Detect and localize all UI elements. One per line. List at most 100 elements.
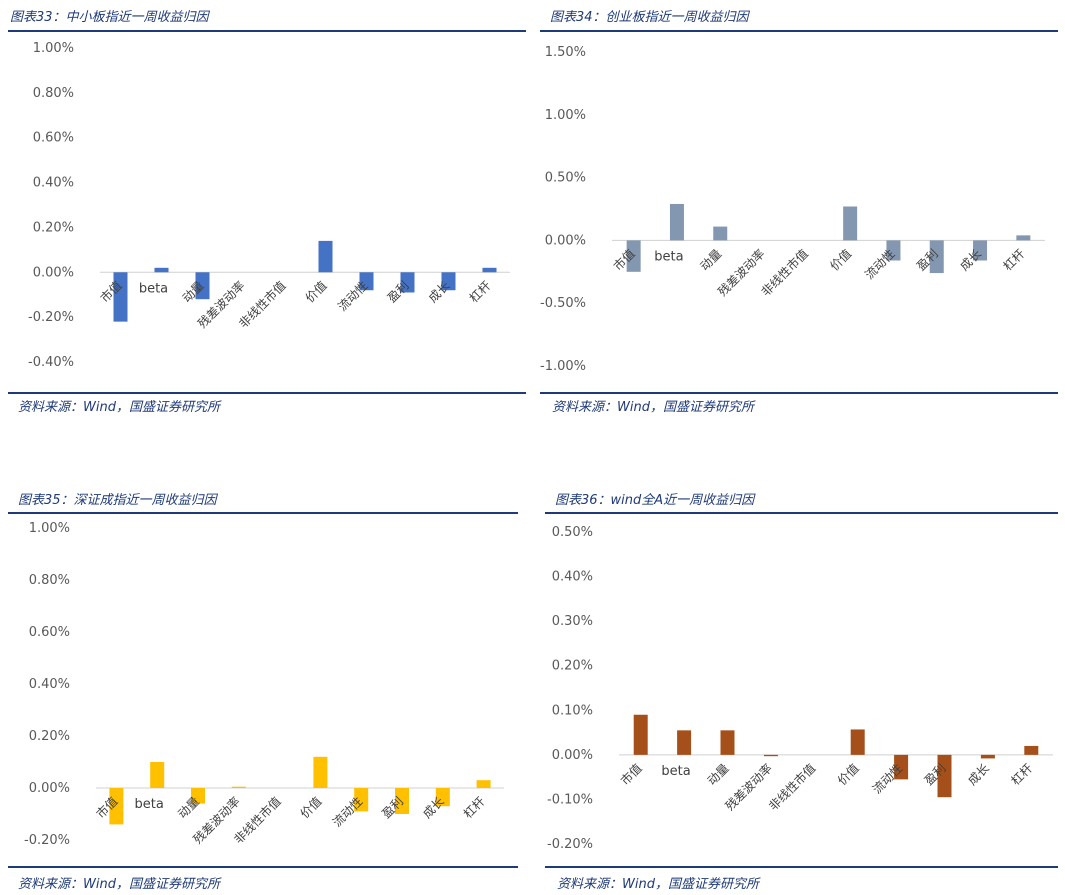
bar (154, 267, 169, 273)
y-tick-label: 0.10% (552, 703, 593, 718)
y-tick-label: 0.60% (29, 625, 70, 640)
y-tick-label: -0.40% (28, 355, 74, 370)
title-rule (8, 512, 518, 514)
bar (354, 788, 369, 812)
bar (318, 240, 333, 273)
chart-title: 图表36：wind全A近一周收益归因 (555, 493, 755, 508)
bar (435, 788, 450, 807)
chart-panel-3: 图表35：深证成指近一周收益归因 -0.20% 0.00% 0.20% 0.40% 0.… (8, 484, 518, 895)
y-tick-label: -0.20% (24, 833, 70, 848)
chart-plot: -0.40% -0.20% 0.00% 0.20% 0.40% 0.60% 0.80% 1.0… (28, 41, 510, 370)
y-tick-label: 0.30% (552, 614, 593, 629)
chart-title: 图表34：创业板指近一周收益归因 (550, 10, 749, 25)
bar (313, 756, 328, 788)
chart-panel-1: 图表33：中小板指近一周收益归因 -0.40% -0.20% 0.00% 0.20% 0… (8, 0, 526, 420)
source-rule (545, 866, 1058, 868)
chart-title: 图表35：深证成指近一周收益归因 (18, 493, 217, 508)
y-tick-label: 0.00% (552, 748, 593, 763)
bar (894, 754, 909, 780)
y-tick-label: -0.20% (547, 837, 593, 852)
x-tick-label: beta (135, 797, 164, 812)
source-rule (8, 866, 518, 868)
x-tick-label: 动量 (705, 761, 732, 788)
chart-plot: -0.20% -0.10% 0.00% 0.10% 0.20% 0.30% 0.40% 0.5… (547, 525, 1053, 852)
source-note: 资料来源：Wind，国盛证券研究所 (557, 877, 759, 892)
y-tick-label: 0.80% (33, 86, 74, 101)
y-tick-label: 0.60% (33, 131, 74, 146)
y-tick-label: -0.50% (540, 296, 586, 311)
title-rule (545, 512, 1058, 514)
y-tick-label: 0.50% (552, 525, 593, 540)
bar (359, 272, 374, 291)
bar (191, 788, 205, 804)
bar (1016, 235, 1031, 241)
bar (482, 267, 497, 273)
y-tick-label: 0.00% (545, 233, 586, 248)
bar (195, 272, 210, 300)
bar (763, 754, 778, 757)
x-tick-label: 价值 (297, 794, 325, 822)
x-tick-label: 价值 (834, 760, 862, 788)
y-tick-label: 0.20% (552, 659, 593, 674)
y-tick-label: -0.20% (28, 310, 74, 325)
title-rule (540, 30, 1058, 32)
bar (633, 714, 648, 755)
y-tick-label: 0.80% (29, 573, 70, 588)
x-tick-label: 杠杆 (1008, 760, 1036, 788)
chart-panel-4: 图表36：wind全A近一周收益归因 -0.20% -0.10% 0.00% 0.10… (545, 484, 1058, 895)
bar (626, 240, 641, 272)
bar (1024, 745, 1039, 755)
bar (980, 754, 995, 759)
bar (850, 729, 865, 755)
y-tick-label: 0.40% (33, 176, 74, 191)
bar (400, 272, 415, 293)
x-tick-label: 流动性 (862, 247, 897, 282)
chart-plot: -0.20%0.00%0.20%0.40%0.60%0.80%1.00%市值 be… (24, 521, 504, 848)
x-tick-label: 流动性 (330, 794, 365, 829)
title-rule (8, 30, 526, 32)
chart-panel-2: 图表34：创业板指近一周收益归因 -1.00% -0.50% 0.00% 0.50% 1… (540, 0, 1058, 420)
x-tick-label: 非线性市值 (765, 760, 818, 813)
x-tick-label: 价值 (302, 278, 330, 306)
bar (231, 786, 246, 788)
x-tick-label: 动量 (697, 247, 724, 274)
x-tick-label: 市值 (617, 760, 645, 788)
bar (150, 762, 165, 788)
x-tick-label: 非线性市值 (758, 246, 811, 299)
bar (677, 730, 692, 755)
y-tick-label: 1.00% (33, 41, 74, 56)
bar (441, 272, 456, 291)
y-tick-label: 0.20% (29, 729, 70, 744)
y-tick-label: -0.10% (547, 792, 593, 807)
source-note: 资料来源：Wind，国盛证券研究所 (552, 400, 754, 415)
bar (937, 754, 952, 798)
bar (395, 788, 409, 814)
bar (973, 240, 988, 261)
y-tick-label: -1.00% (540, 359, 586, 374)
y-tick-label: 0.20% (33, 220, 74, 235)
x-tick-label: 杠杆 (1000, 246, 1028, 274)
bar (886, 240, 901, 261)
bar (113, 272, 128, 322)
bar (843, 206, 858, 241)
bar (713, 226, 728, 241)
x-tick-label: 价值 (827, 246, 855, 274)
y-tick-label: 0.40% (29, 677, 70, 692)
x-tick-label: beta (139, 281, 168, 296)
chart-plot: -1.00%-0.50%0.00%0.50%1.00%1.50%市值 beta 动量… (540, 45, 1045, 374)
y-tick-label: 0.00% (29, 781, 70, 796)
x-tick-label: 流动性 (335, 279, 370, 314)
source-rule (540, 392, 1058, 394)
x-tick-label: beta (654, 249, 683, 264)
source-note: 资料来源：Wind，国盛证券研究所 (18, 877, 220, 892)
y-tick-label: 1.00% (545, 108, 586, 123)
chart-title: 图表33：中小板指近一周收益归因 (10, 10, 209, 25)
y-tick-label: 0.40% (552, 570, 593, 585)
bar (669, 203, 684, 241)
x-tick-label: beta (661, 764, 690, 779)
x-tick-label: 成长 (965, 761, 992, 788)
x-tick-label: 杠杆 (466, 278, 494, 306)
y-tick-label: 1.00% (29, 521, 70, 536)
bar (720, 730, 735, 755)
bar (476, 780, 491, 788)
